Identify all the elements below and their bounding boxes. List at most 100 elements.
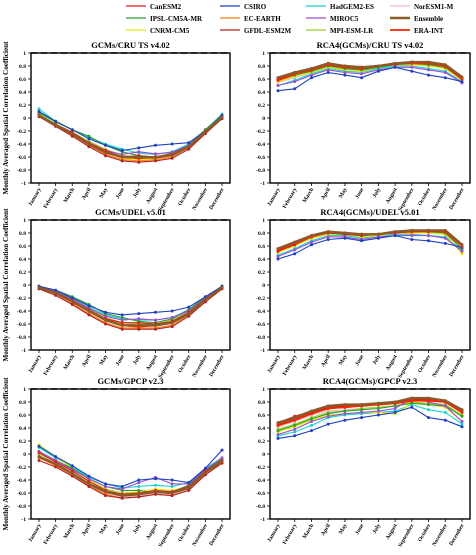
y-tick-label: 0: [262, 116, 265, 122]
data-point: [87, 304, 91, 308]
data-point: [376, 407, 380, 410]
legend-item: NorESM1-M: [390, 3, 454, 11]
x-tick-label: November: [431, 187, 449, 212]
x-tick-label: August: [385, 187, 399, 205]
data-point: [37, 444, 41, 448]
y-tick-label: 0.4: [258, 426, 265, 432]
series-line: [38, 445, 223, 488]
data-point: [343, 71, 347, 74]
data-point: [293, 430, 297, 434]
y-tick-label: 0.2: [19, 270, 26, 276]
data-point: [393, 61, 397, 65]
x-tick-label: March: [302, 353, 316, 371]
x-tick-label: July: [372, 523, 382, 535]
y-tick-label: -0.4: [17, 142, 26, 148]
y-tick-label: 0.4: [19, 90, 26, 96]
data-point: [443, 418, 447, 422]
data-point: [427, 416, 430, 420]
data-point: [360, 410, 364, 414]
series-line: [277, 396, 463, 424]
y-tick-label: 0.6: [19, 77, 26, 83]
legend-item: HadGEM2-ES: [306, 3, 374, 11]
x-tick-label: March: [302, 522, 316, 540]
series-line: [277, 65, 463, 87]
data-point: [170, 156, 174, 160]
series-line: [277, 229, 463, 250]
data-point: [343, 73, 347, 77]
data-point: [293, 71, 297, 74]
data-point: [104, 490, 107, 494]
data-point: [360, 416, 364, 420]
legend-label: NorESM1-M: [414, 3, 454, 11]
x-tick-label: September: [158, 523, 176, 549]
data-point: [410, 60, 414, 64]
y-tick-label: 0.8: [19, 400, 26, 406]
series-line: [277, 60, 463, 79]
y-tick-label: -1: [260, 348, 265, 354]
series-line: [38, 459, 223, 499]
data-point: [427, 68, 430, 72]
y-tick-label: 0.2: [258, 103, 265, 109]
y-tick-label: 0.8: [258, 64, 265, 70]
data-point: [326, 422, 330, 426]
x-tick-label: January: [267, 187, 282, 207]
data-point: [443, 71, 447, 74]
x-tick-label: June: [354, 354, 365, 367]
data-point: [220, 286, 224, 290]
data-point: [120, 159, 124, 163]
legend-item: EC-EARTH: [220, 15, 281, 23]
plot-frame: [30, 52, 231, 184]
data-point: [427, 399, 430, 403]
data-point: [343, 412, 347, 416]
chart-panel: GCMs/CRU TS v4.02 1 0.8 0.6 0.4 0.2 0 -0.2 -0.4 -…: [17, 40, 231, 212]
panel-title: GCMs/GPCP v2.3: [97, 376, 163, 386]
series-csiro: [37, 444, 224, 488]
data-point: [376, 236, 380, 240]
series-line: [38, 286, 223, 321]
data-point: [104, 150, 107, 154]
data-point: [326, 414, 330, 418]
data-point: [460, 408, 464, 412]
x-tick-label: July: [372, 354, 382, 366]
data-point: [154, 490, 157, 494]
data-point: [343, 64, 347, 68]
x-tick-label: February: [282, 354, 299, 377]
series-line: [38, 285, 223, 316]
data-point: [360, 72, 364, 76]
x-tick-label: May: [99, 187, 110, 200]
data-point: [410, 65, 414, 69]
y-tick-label: 0.6: [258, 413, 265, 419]
legend-label: IPSL-CM5A-MR: [150, 15, 203, 23]
legend-label: GFDL-ESM2M: [244, 27, 291, 35]
data-point: [87, 313, 91, 317]
data-point: [137, 160, 141, 164]
data-point: [410, 228, 414, 232]
data-point: [443, 236, 447, 240]
series-csiro: [276, 405, 464, 440]
data-point: [154, 492, 157, 496]
series-line: [277, 404, 463, 437]
data-point: [343, 405, 347, 409]
x-tick-label: August: [145, 523, 159, 541]
data-point: [326, 230, 330, 234]
x-tick-label: May: [338, 354, 349, 367]
y-tick-label: -1: [21, 181, 26, 187]
y-tick-label: 0: [23, 116, 26, 122]
y-tick-label: -0.8: [256, 504, 265, 510]
x-tick-label: October: [177, 187, 192, 207]
x-tick-label: December: [208, 187, 226, 211]
data-point: [443, 410, 447, 414]
data-point: [310, 417, 313, 421]
series-ipsl-cm5a-mr: [276, 401, 464, 433]
data-point: [326, 404, 330, 408]
data-point: [443, 399, 447, 403]
y-tick-label: 0.8: [19, 64, 26, 70]
chart-panel: RCA4(GCMs)/GPCP v2.3 1 0.8 0.6 0.4 0.2 0 -0.2 -0…: [256, 376, 471, 548]
series-line: [38, 114, 223, 159]
data-point: [460, 80, 464, 84]
data-point: [443, 404, 447, 408]
data-point: [220, 448, 224, 452]
data-point: [460, 75, 464, 79]
data-point: [187, 305, 191, 309]
data-point: [393, 400, 397, 404]
